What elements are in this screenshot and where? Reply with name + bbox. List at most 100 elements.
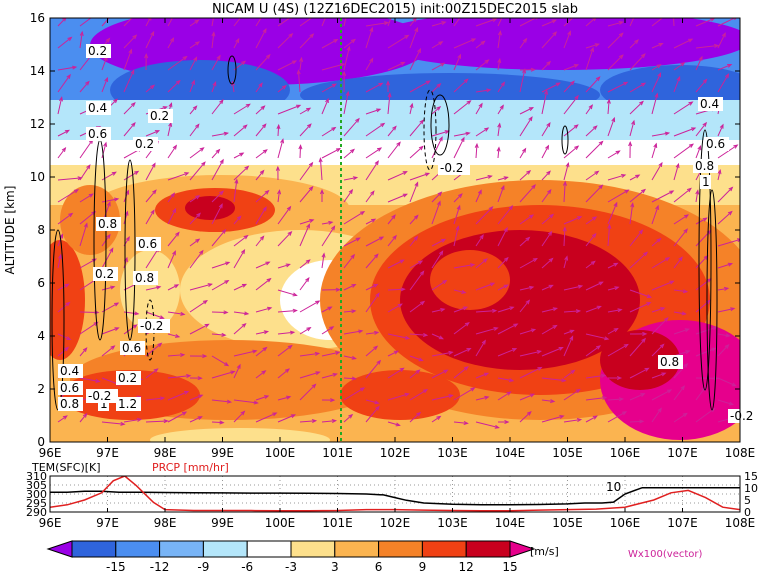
vector-head — [197, 376, 203, 381]
vector-head — [396, 141, 401, 147]
vector-head — [577, 284, 584, 289]
wind-vector — [145, 189, 157, 203]
vector-head — [66, 73, 71, 79]
vector-head — [698, 55, 703, 61]
vector-head — [204, 323, 210, 328]
vector-head — [574, 145, 580, 150]
wind-vector — [365, 58, 374, 71]
wind-vector — [277, 139, 284, 159]
vector-head — [240, 410, 246, 416]
wind-vector — [277, 104, 301, 115]
vector-head — [509, 306, 515, 311]
vector-head — [400, 287, 406, 292]
wind-vector — [321, 39, 338, 49]
vector-head — [513, 323, 519, 328]
wind-vector — [607, 99, 610, 115]
contour-label: 0.6 — [86, 127, 111, 141]
vector-head — [570, 80, 575, 86]
wind-vector — [607, 189, 629, 203]
wind-vector — [629, 229, 643, 247]
wind-vector — [585, 104, 593, 115]
wind-vector — [475, 234, 484, 247]
vector-head — [376, 108, 382, 113]
vector-head — [549, 213, 555, 219]
vector-head — [355, 117, 360, 123]
wind-vector — [585, 76, 601, 93]
wind-vector — [563, 216, 582, 225]
wind-vector — [585, 141, 603, 159]
wind-vector — [365, 283, 378, 291]
colorbar-label: -15 — [106, 560, 126, 574]
wind-vector — [585, 233, 597, 247]
wind-vector — [651, 73, 661, 93]
vector-head — [436, 83, 442, 88]
wind-vector — [299, 224, 310, 247]
wind-vector — [277, 190, 281, 203]
wind-vector — [453, 78, 469, 93]
vector-head — [374, 330, 380, 335]
vector-head — [265, 261, 271, 266]
vector-head — [595, 76, 601, 82]
wind-vector — [497, 377, 514, 382]
vector-head — [281, 84, 287, 90]
vector-head — [201, 161, 206, 167]
contour-label: -0.2 — [438, 161, 470, 175]
wind-vector — [167, 145, 177, 159]
wind-vector — [145, 210, 155, 225]
wind-vector — [365, 253, 379, 269]
vector-head — [528, 116, 533, 122]
wind-vector — [167, 391, 189, 401]
wind-vector — [475, 396, 489, 401]
wind-vector — [651, 389, 672, 401]
vector-head — [376, 147, 383, 152]
vector-head — [552, 324, 558, 330]
wind-vector — [717, 333, 730, 337]
vector-head — [731, 382, 737, 387]
vector-head — [202, 299, 208, 305]
wind-vector — [475, 310, 497, 313]
vector-head — [657, 72, 662, 78]
vector-head — [218, 203, 223, 209]
wind-vector — [475, 206, 493, 225]
vector-head — [478, 102, 483, 108]
contour-label: 0.2 — [116, 371, 141, 385]
colorbar-label: 15 — [502, 560, 517, 574]
vector-head — [569, 329, 575, 334]
wind-vector — [453, 205, 461, 225]
vector-head — [329, 326, 335, 331]
wind-vector — [497, 257, 509, 269]
wind-vector — [431, 83, 441, 93]
vector-head — [686, 187, 692, 193]
vector-head — [306, 107, 312, 112]
wind-vector — [167, 311, 185, 315]
wind-vector — [651, 64, 661, 71]
vector-head — [618, 21, 624, 25]
wind-vector — [695, 300, 711, 313]
vector-head — [194, 19, 200, 24]
vector-head — [82, 412, 88, 418]
vector-head — [150, 30, 155, 36]
vector-head — [105, 37, 111, 43]
wind-vector — [167, 333, 180, 338]
vector-head — [555, 82, 561, 87]
vector-head — [721, 32, 726, 38]
vector-head — [503, 176, 509, 181]
wind-vector — [453, 322, 470, 335]
vector-head — [351, 355, 357, 360]
vector-head — [532, 257, 538, 263]
wind-vector — [497, 59, 501, 71]
wind-vector — [167, 80, 181, 93]
vector-head — [464, 321, 470, 327]
vector-head — [416, 411, 422, 417]
vector-head — [462, 306, 469, 311]
vector-head — [288, 33, 294, 38]
wind-vector — [431, 62, 445, 71]
vector-head — [618, 54, 624, 60]
vector-head — [438, 41, 444, 46]
x-tick-label: 98E — [154, 516, 177, 530]
wind-vector — [475, 103, 483, 115]
contour-label-text: 0.6 — [122, 341, 141, 355]
wind-vector — [409, 27, 418, 49]
contour-label-text: 1.2 — [118, 397, 137, 411]
